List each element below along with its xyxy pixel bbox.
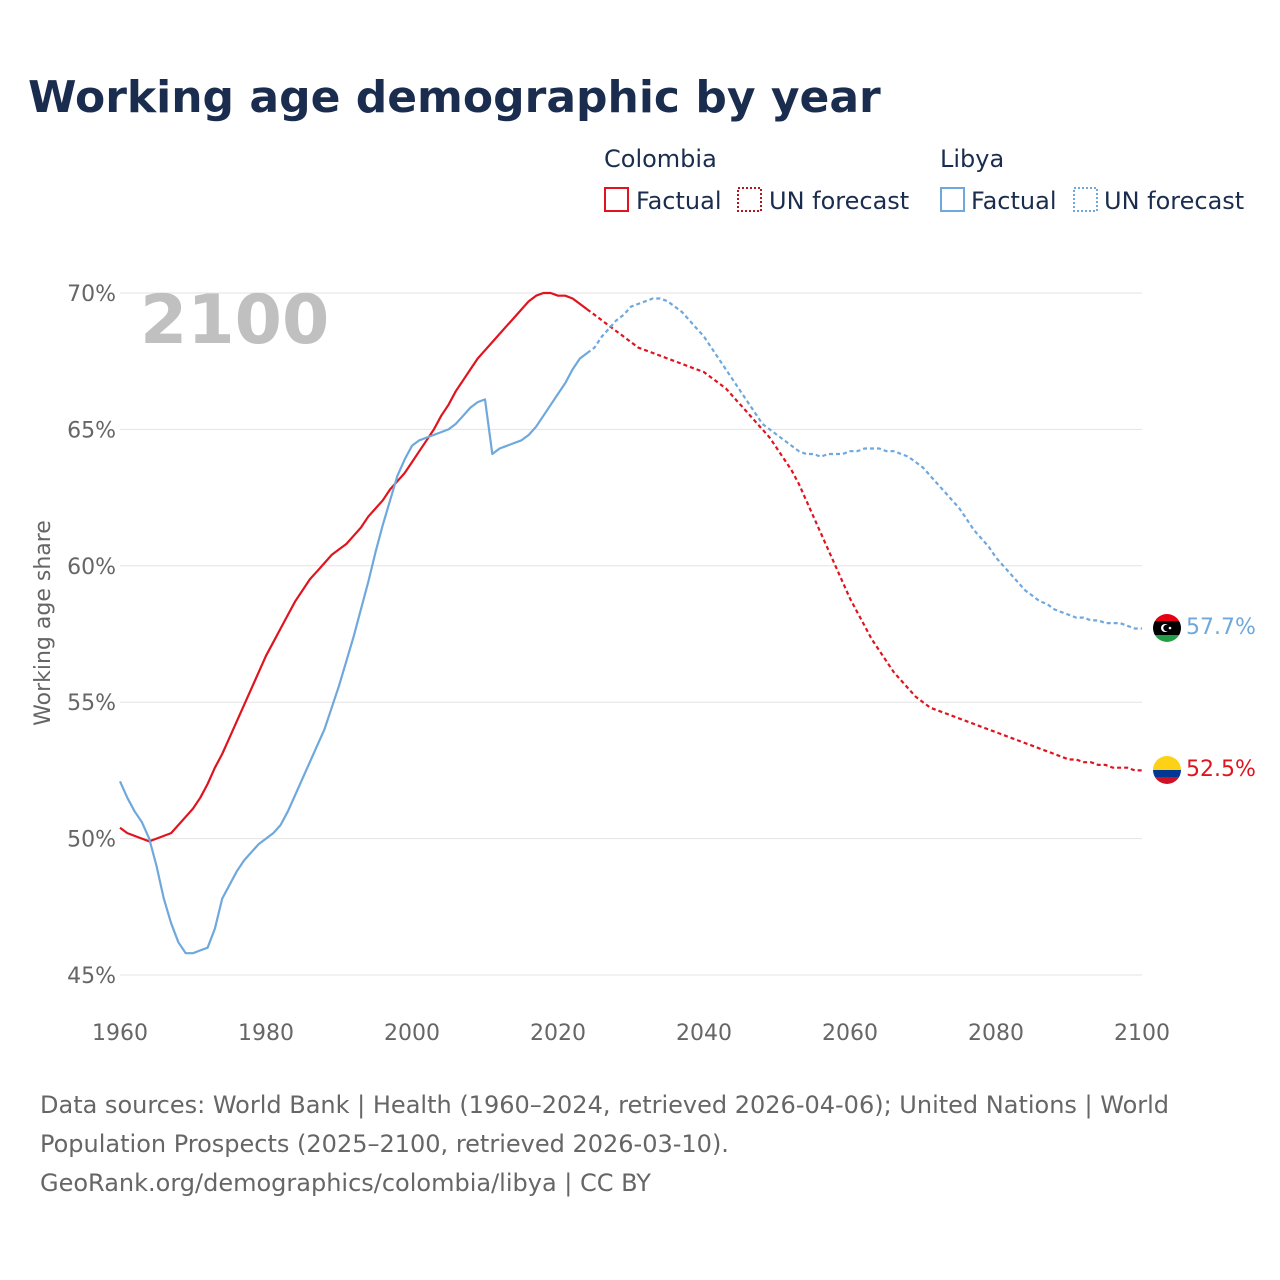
y-tick-label: 65% <box>67 418 116 443</box>
colombia-flag-icon <box>1153 756 1181 784</box>
libya-end-value: 57.7% <box>1186 615 1256 640</box>
source-line-3: GeoRank.org/demographics/colombia/libya … <box>40 1169 651 1197</box>
legend-swatch-colombia-factual[interactable] <box>604 187 629 212</box>
x-tick-label: 2080 <box>968 1021 1024 1046</box>
legend-label-libya-factual: Factual <box>971 187 1057 215</box>
libya-factual-line[interactable] <box>118 352 588 955</box>
x-tick-label: 2100 <box>1114 1021 1170 1046</box>
legend-label-colombia-factual: Factual <box>636 187 722 215</box>
x-tick-label: 2040 <box>676 1021 732 1046</box>
colombia-forecast-line[interactable] <box>586 308 1142 772</box>
y-tick-label: 55% <box>67 691 116 716</box>
legend-swatch-libya-factual[interactable] <box>940 187 965 212</box>
x-axis-ticks: 1960 1980 2000 2020 2040 2060 2080 2100 <box>92 1021 1170 1046</box>
source-line-2: Population Prospects (2025–2100, retriev… <box>40 1130 729 1158</box>
libya-end-marker: 57.7% <box>1153 614 1256 642</box>
colombia-end-value: 52.5% <box>1186 757 1256 782</box>
y-axis-label: Working age share <box>31 520 56 726</box>
gridlines <box>120 292 1142 976</box>
legend-swatch-colombia-forecast[interactable] <box>737 187 762 212</box>
source-line-1: Data sources: World Bank | Health (1960–… <box>40 1091 1169 1119</box>
x-tick-label: 2000 <box>384 1021 440 1046</box>
colombia-factual-line[interactable] <box>119 291 588 843</box>
y-tick-label: 50% <box>67 828 116 853</box>
year-watermark: 2100 <box>140 281 329 360</box>
legend-swatch-libya-forecast[interactable] <box>1073 187 1098 212</box>
legend: Colombia Factual UN forecast Libya Factu… <box>604 145 1244 215</box>
y-axis-ticks: 45% 50% 55% 60% 65% 70% <box>67 282 116 989</box>
x-tick-label: 2060 <box>822 1021 878 1046</box>
libya-flag-icon <box>1153 614 1181 642</box>
series-lines <box>118 291 1142 955</box>
y-tick-label: 45% <box>67 964 116 989</box>
y-tick-label: 70% <box>67 282 116 307</box>
colombia-end-marker: 52.5% <box>1153 756 1256 784</box>
legend-label-libya-forecast: UN forecast <box>1104 187 1244 215</box>
x-tick-label: 1960 <box>92 1021 148 1046</box>
x-tick-label: 2020 <box>530 1021 586 1046</box>
libya-forecast-line[interactable] <box>586 297 1142 630</box>
legend-label-colombia-forecast: UN forecast <box>769 187 909 215</box>
legend-group-libya: Libya <box>940 145 1004 173</box>
chart-title: Working age demographic by year <box>28 72 881 123</box>
legend-group-colombia: Colombia <box>604 145 717 173</box>
x-tick-label: 1980 <box>238 1021 294 1046</box>
y-tick-label: 60% <box>67 555 116 580</box>
